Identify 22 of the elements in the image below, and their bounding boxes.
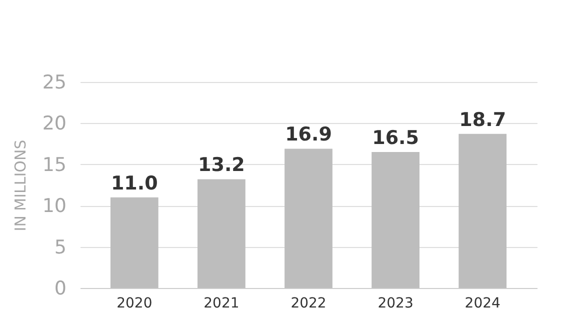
x-tick-label: 2024 (464, 296, 500, 312)
x-tick-label: 2021 (204, 296, 240, 312)
bar (372, 152, 420, 288)
bar (458, 134, 507, 288)
x-tick-label: 2023 (378, 296, 414, 312)
y-tick-label: 0 (54, 278, 66, 300)
data-label: 11.0 (110, 172, 158, 194)
y-tick-label: 5 (54, 236, 66, 258)
data-label: 16.9 (285, 124, 332, 146)
bar (110, 197, 158, 288)
y-axis-title: IN MILLIONS (11, 140, 30, 232)
y-tick-label: 10 (42, 195, 66, 218)
x-tick-label: 2022 (290, 296, 326, 312)
x-tick-label: 2020 (116, 296, 152, 312)
data-label: 13.2 (198, 154, 245, 176)
data-label: 18.7 (459, 108, 506, 131)
y-tick-label: 20 (42, 112, 66, 135)
y-tick-label: 15 (42, 154, 66, 176)
data-label: 16.5 (372, 127, 419, 150)
y-tick-label: 25 (42, 72, 66, 94)
bar (198, 179, 246, 288)
bar (284, 148, 332, 288)
